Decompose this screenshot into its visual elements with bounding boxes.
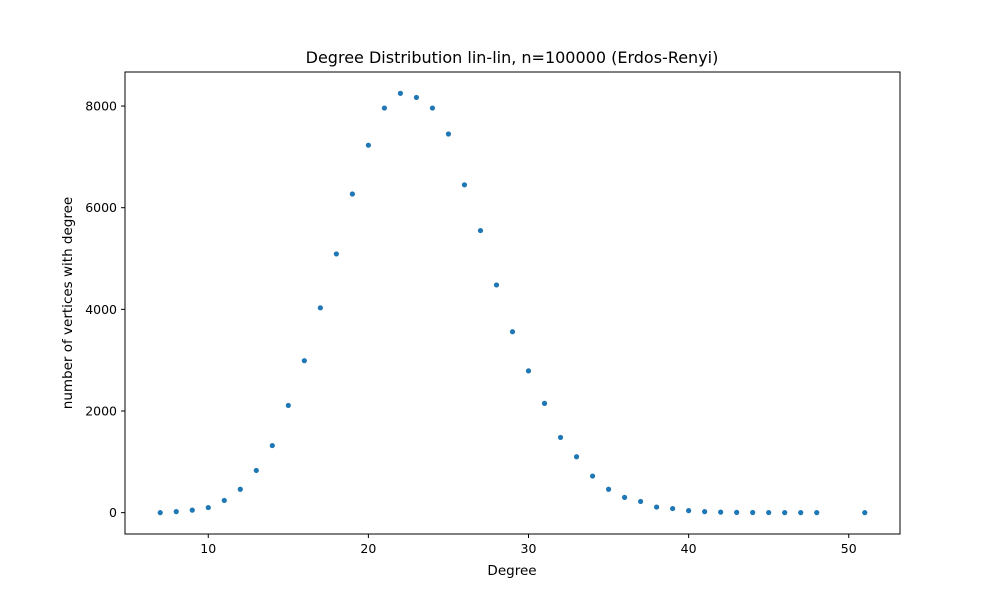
y-axis: 0 2000 4000 6000 8000 [85,99,125,520]
data-point [702,509,708,515]
data-point [461,182,468,188]
data-point [317,305,323,311]
x-axis-label: Degree [487,563,536,579]
data-point [477,227,484,234]
data-point [766,509,772,516]
data-point [862,510,868,516]
data-point [621,494,628,501]
data-point [413,94,420,101]
x-tick-label: 50 [841,541,857,556]
data-point [253,467,259,474]
data-point [269,442,275,449]
y-axis-label: number of vertices with degree [60,197,76,409]
data-point [750,509,756,516]
data-point [654,504,660,510]
data-point [557,434,564,441]
data-point [189,507,195,513]
data-point [541,400,548,406]
data-point [782,510,788,516]
data-point [221,497,227,504]
data-point [605,486,612,492]
x-axis: 10 20 30 40 50 [200,534,857,556]
chart-title: Degree Distribution lin-lin, n=100000 (E… [306,48,719,67]
y-tick-label: 0 [109,505,117,520]
data-point [525,368,532,374]
data-point [349,191,355,197]
data-point [445,131,452,137]
x-tick-label: 40 [681,541,697,556]
data-point [686,508,692,514]
data-point [814,510,820,516]
data-point [205,504,211,511]
data-point [573,454,580,460]
y-tick-label: 8000 [85,99,117,114]
x-tick-label: 20 [360,541,376,556]
data-point [157,510,163,516]
y-tick-label: 4000 [85,302,117,317]
x-tick-label: 30 [521,541,537,556]
data-point [285,402,291,409]
data-point [589,473,596,479]
data-point [509,329,516,335]
data-point [381,105,388,111]
data-point [670,505,676,512]
data-point [637,498,644,505]
x-tick-label: 10 [200,541,216,556]
data-point [237,486,243,492]
data-point [734,509,740,515]
y-tick-label: 2000 [85,404,117,419]
data-point [493,282,500,288]
data-points [157,90,868,516]
plot-area [124,71,901,535]
data-point [798,510,804,516]
data-point [397,90,404,96]
data-point [173,509,179,515]
data-point [718,509,724,515]
data-point [429,105,436,111]
y-tick-label: 6000 [85,200,117,215]
data-point [333,251,339,257]
data-point [301,358,307,364]
data-point [365,142,371,148]
